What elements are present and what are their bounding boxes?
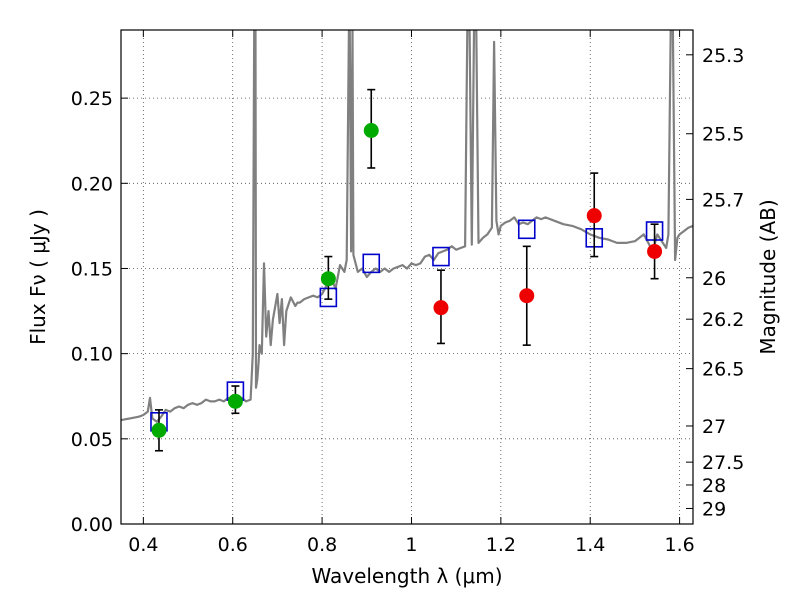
magnitude-tick-label: 26.5 bbox=[702, 359, 744, 381]
y-axis-label: Flux Fν ( μJy ) bbox=[26, 209, 50, 345]
magnitude-tick-label: 26 bbox=[702, 268, 726, 290]
x-axis-label: Wavelength λ (μm) bbox=[311, 564, 502, 588]
data-points bbox=[150, 88, 664, 452]
data-point bbox=[363, 123, 379, 139]
y-tick-label: 0.25 bbox=[71, 88, 113, 110]
plot-frame bbox=[120, 29, 694, 525]
magnitude-tick-label: 27.5 bbox=[702, 452, 744, 474]
model-band-square bbox=[362, 253, 381, 274]
y-tick-label: 0.05 bbox=[71, 429, 113, 451]
spectrum-line bbox=[121, 30, 693, 423]
grid-lines bbox=[121, 30, 693, 525]
magnitude-tick-label: 26.2 bbox=[702, 309, 744, 331]
data-point bbox=[151, 422, 167, 438]
magnitude-tick-label: 27 bbox=[702, 416, 726, 438]
magnitude-tick-label: 25.3 bbox=[702, 45, 744, 67]
x-tick-label: 1 bbox=[405, 534, 417, 556]
model-spectrum bbox=[121, 30, 693, 423]
axis-ticks: 0.4 0.6 0.8 1 1.2 1.4 1.6 0.00 0.05 0.10 0.15 0.20 0… bbox=[71, 30, 744, 556]
x-tick-label: 1.6 bbox=[664, 534, 694, 556]
magnitude-tick-label: 28 bbox=[702, 475, 726, 497]
data-point bbox=[433, 300, 449, 316]
data-point bbox=[647, 243, 663, 259]
magnitude-tick-label: 25.5 bbox=[702, 124, 744, 146]
y-tick-label: 0.00 bbox=[71, 514, 113, 536]
model-band-square bbox=[432, 246, 450, 267]
x-tick-label: 1.2 bbox=[486, 534, 516, 556]
x-tick-label: 0.8 bbox=[307, 534, 337, 556]
magnitude-tick-label: 25.7 bbox=[702, 189, 744, 211]
y-tick-label: 0.15 bbox=[71, 258, 113, 280]
data-point bbox=[586, 208, 602, 224]
x-tick-label: 1.4 bbox=[575, 534, 605, 556]
magnitude-tick-label: 29 bbox=[702, 498, 726, 520]
y-tick-label: 0.10 bbox=[71, 344, 113, 366]
y-tick-label: 0.20 bbox=[71, 173, 113, 195]
data-point bbox=[519, 288, 535, 304]
x-tick-label: 0.4 bbox=[128, 534, 158, 556]
magnitude-axis-label: Magnitude (AB) bbox=[756, 199, 780, 354]
model-band-square bbox=[517, 219, 536, 240]
data-point bbox=[227, 393, 243, 409]
data-point bbox=[320, 271, 336, 287]
x-tick-label: 0.6 bbox=[218, 534, 248, 556]
